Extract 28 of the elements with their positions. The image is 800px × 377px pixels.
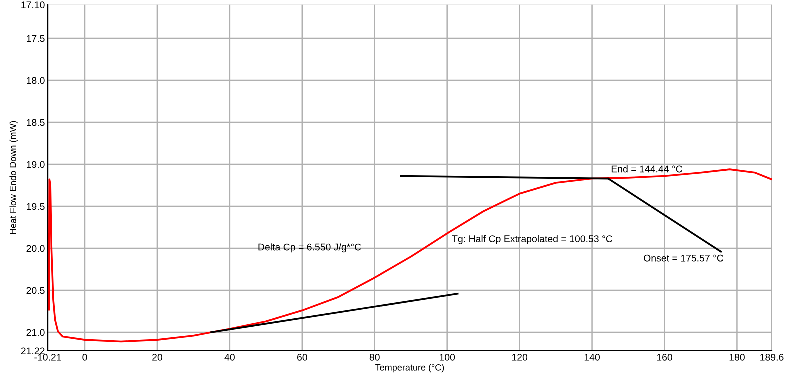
y-axis-title: Heat Flow Endo Down (mW) <box>10 121 18 234</box>
y-tick-label: 17.5 <box>27 35 45 42</box>
y-tick-label: 18.5 <box>27 119 45 126</box>
x-tick-label: 80 <box>370 354 380 361</box>
x-tick-label: 120 <box>512 354 528 361</box>
x-tick-label: 189.6 <box>760 354 784 361</box>
x-tick-label: 100 <box>440 354 456 361</box>
x-tick-label: 0 <box>82 354 88 361</box>
annotation: Delta Cp = 6.550 J/g*°C <box>258 244 362 253</box>
y-tick-label: 18.0 <box>27 77 45 84</box>
annotation: End = 144.44 °C <box>612 166 682 173</box>
x-tick-label: 160 <box>657 354 672 361</box>
x-tick-label: 60 <box>297 354 308 361</box>
y-tick-label: 17.10 <box>22 2 45 9</box>
x-tick-label: 40 <box>224 354 235 361</box>
x-tick-label: 20 <box>152 354 162 361</box>
y-tick-label: 19.0 <box>27 161 45 168</box>
x-axis-title: Temperature (°C) <box>376 364 444 373</box>
y-tick-label: 20.5 <box>26 287 45 294</box>
y-tick-label: 21.22 <box>21 348 45 355</box>
y-tick-label: 20.0 <box>26 245 45 252</box>
x-tick-label: 140 <box>584 354 600 361</box>
annotation: Onset = 175.57 °C <box>644 254 724 262</box>
y-tick-label: 19.5 <box>27 203 45 210</box>
annotation: Tg: Half Cp Extrapolated = 100.53 °C <box>452 235 613 244</box>
x-tick-label: 180 <box>730 354 745 361</box>
x-tick-label: -10.21 <box>34 354 62 361</box>
y-tick-label: 21.0 <box>26 329 45 336</box>
